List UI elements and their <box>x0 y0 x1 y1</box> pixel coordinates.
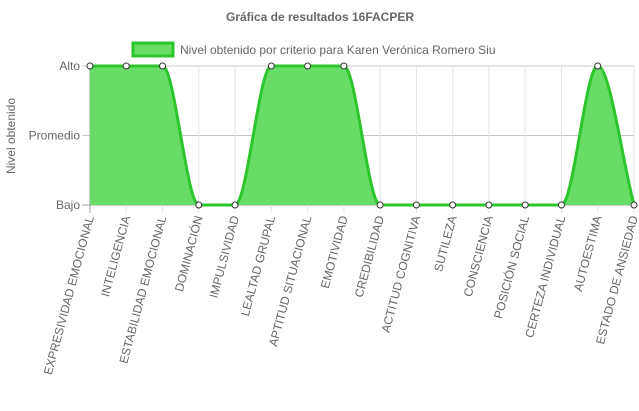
legend-label: Nivel obtenido por criterio para Karen V… <box>180 43 496 57</box>
x-tick-label: AUTOESTIMA <box>571 214 605 293</box>
legend[interactable]: Nivel obtenido por criterio para Karen V… <box>131 41 496 58</box>
x-tick-label: DOMINACIÓN <box>171 214 206 293</box>
y-axis-ticks: Bajo Promedio Alto <box>29 59 81 212</box>
data-point-1 <box>86 62 94 70</box>
legend-swatch <box>131 41 175 58</box>
x-tick-label: SUTILEZA <box>431 214 459 273</box>
data-point-4 <box>195 201 203 209</box>
data-point-12 <box>485 201 493 209</box>
series-points <box>86 62 638 209</box>
data-point-6 <box>267 62 275 70</box>
x-tick-label: IMPULSIVIDAD <box>207 214 243 300</box>
data-point-16 <box>630 201 638 209</box>
chart-title: Gráfica de resultados 16FACPER <box>226 10 414 24</box>
data-point-9 <box>376 201 384 209</box>
data-point-14 <box>557 201 565 209</box>
data-point-8 <box>340 62 348 70</box>
data-point-15 <box>594 62 602 70</box>
x-axis-ticks: EXPRESIVIDAD EMOCIONAL INTELIGENCIAESTABI… <box>41 214 639 377</box>
x-tick-label: EXPRESIVIDAD EMOCIONAL <box>41 214 97 376</box>
x-tick-label: POSICIÓN SOCIAL <box>490 214 532 321</box>
data-point-13 <box>521 201 529 209</box>
data-point-5 <box>231 201 239 209</box>
y-tick-label: Promedio <box>29 129 81 143</box>
y-tick-label: Bajo <box>56 198 80 212</box>
x-tick-label: CONSCIENCIA <box>461 214 496 298</box>
data-point-7 <box>304 62 312 70</box>
x-tick-label: LEALTAD GRUPAL <box>238 214 278 318</box>
x-tick-label: INTELIGENCIA <box>98 214 133 298</box>
data-point-2 <box>122 62 130 70</box>
y-tick-label: Alto <box>59 59 80 73</box>
x-tick-label: EMOTIVIDAD <box>318 214 351 290</box>
x-tick-label: CERTEZA INDIVIDUAL <box>522 214 568 339</box>
x-tick-label: ACTITUD COGNITIVA <box>379 214 424 334</box>
data-point-11 <box>449 201 457 209</box>
x-tick-label: CREDIBILIDAD <box>352 214 387 299</box>
y-axis-title: Nivel obtenido <box>4 98 18 174</box>
data-point-10 <box>412 201 420 209</box>
data-point-3 <box>159 62 167 70</box>
